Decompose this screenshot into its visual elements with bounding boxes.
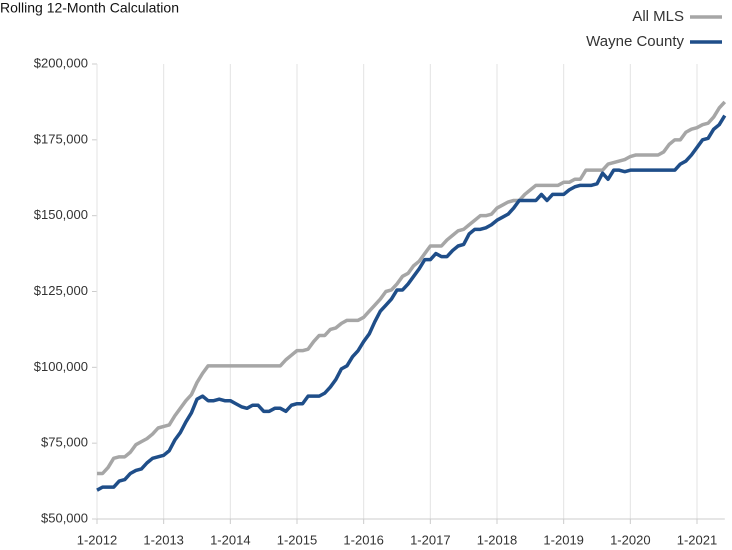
x-tick-label: 1-2019 xyxy=(543,532,583,547)
x-tick-label: 1-2012 xyxy=(77,532,117,547)
x-tick-label: 1-2014 xyxy=(210,532,250,547)
series-line xyxy=(96,114,727,492)
y-tick-label: $200,000 xyxy=(34,55,88,70)
x-tick-label: 1-2016 xyxy=(343,532,383,547)
y-tick-label: $125,000 xyxy=(34,283,88,298)
chart-title: Rolling 12-Month Calculation xyxy=(0,0,179,16)
x-tick-label: 1-2013 xyxy=(143,532,183,547)
series-line xyxy=(97,100,727,476)
y-tick-label: $150,000 xyxy=(34,207,88,222)
x-tick-label: 1-2017 xyxy=(410,532,450,547)
x-tick-label: 1-2015 xyxy=(277,532,317,547)
x-tick-label: 1-2018 xyxy=(477,532,517,547)
legend-label: All MLS xyxy=(632,8,684,25)
y-tick-label: $175,000 xyxy=(34,131,88,146)
x-tick-label: 1-2021 xyxy=(677,532,717,547)
y-tick-label: $50,000 xyxy=(41,510,88,525)
y-tick-label: $75,000 xyxy=(41,435,88,450)
y-tick-label: $100,000 xyxy=(34,359,88,374)
x-tick-label: 1-2020 xyxy=(610,532,650,547)
legend-label: Wayne County xyxy=(586,33,684,50)
